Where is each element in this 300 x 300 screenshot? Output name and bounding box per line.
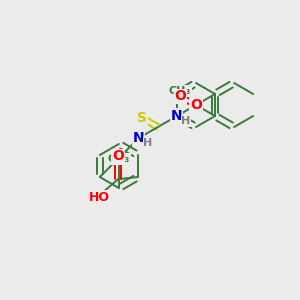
Text: N: N [133,131,145,145]
Text: O: O [112,149,124,164]
Text: O: O [190,98,202,112]
Text: O: O [175,89,187,103]
Text: S: S [137,111,148,125]
Text: HO: HO [89,191,110,204]
Text: H: H [143,138,152,148]
Text: N: N [171,109,183,123]
Text: CH₃: CH₃ [169,86,191,96]
Text: H: H [181,116,190,126]
Text: CH₃: CH₃ [108,154,130,164]
